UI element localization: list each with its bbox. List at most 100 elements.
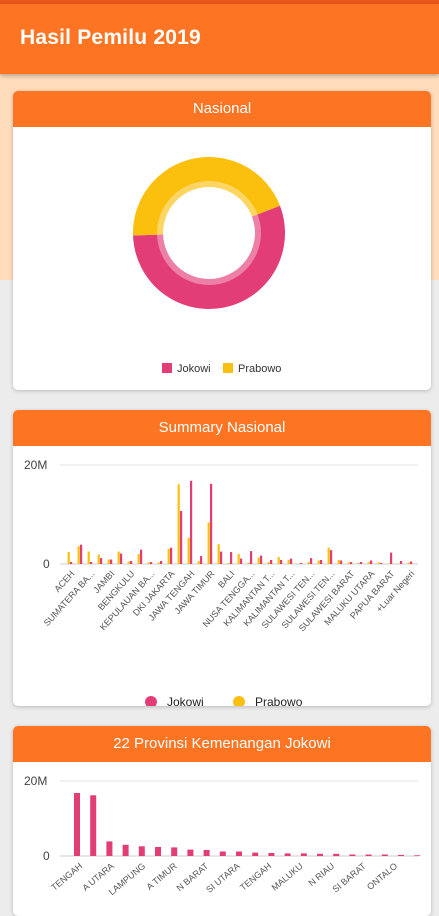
summary-bar-jokowi[interactable]: [230, 552, 233, 564]
summary-bar-jokowi[interactable]: [170, 547, 173, 564]
summary-bar-prabowo[interactable]: [107, 559, 110, 565]
provinsi-bar-jokowi[interactable]: [268, 853, 275, 856]
summary-bar-jokowi[interactable]: [400, 561, 403, 564]
summary-bar-prabowo[interactable]: [167, 548, 170, 564]
summary-bar-prabowo[interactable]: [307, 562, 310, 564]
summary-bar-jokowi[interactable]: [360, 562, 363, 564]
summary-bar-prabowo[interactable]: [67, 552, 70, 564]
summary-bar-jokowi[interactable]: [320, 560, 323, 564]
legend-prabowo-swatch: [223, 363, 233, 373]
provinsi-bar-jokowi[interactable]: [203, 850, 210, 856]
summary-bar-prabowo[interactable]: [147, 562, 150, 565]
summary-bar-prabowo[interactable]: [137, 554, 140, 564]
summary-bar-prabowo[interactable]: [327, 547, 330, 564]
provinsi-bar-jokowi[interactable]: [398, 854, 404, 856]
summary-y-tick-top: 20M: [24, 458, 47, 472]
summary-bar-prabowo[interactable]: [217, 544, 220, 564]
summary-bar-prabowo[interactable]: [127, 561, 130, 565]
summary-bar-jokowi[interactable]: [290, 558, 293, 564]
summary-bar-jokowi[interactable]: [160, 561, 163, 564]
summary-bar-jokowi[interactable]: [410, 561, 413, 565]
summary-legend: Jokowi Prabowo: [145, 695, 303, 706]
summary-bar-prabowo[interactable]: [287, 560, 290, 564]
summary-bar-prabowo[interactable]: [367, 562, 370, 564]
provinsi-bar-jokowi[interactable]: [349, 854, 356, 857]
provinsi-bar-jokowi[interactable]: [365, 854, 372, 857]
summary-bar-jokowi[interactable]: [220, 551, 223, 564]
summary-bar-prabowo[interactable]: [157, 562, 160, 565]
summary-bar-prabowo[interactable]: [257, 557, 260, 564]
provinsi-bar-jokowi[interactable]: [284, 853, 291, 856]
summary-bar-prabowo[interactable]: [207, 522, 210, 564]
provinsi-bar-jokowi[interactable]: [187, 849, 194, 856]
summary-bar-prabowo[interactable]: [117, 551, 120, 564]
provinsi-bar-jokowi[interactable]: [236, 851, 242, 857]
summary-bar-jokowi[interactable]: [280, 560, 283, 564]
provinsi-bar-jokowi[interactable]: [333, 853, 340, 857]
summary-bar-jokowi[interactable]: [190, 480, 193, 564]
summary-card: Summary Nasional 20M 0 ACEH SUMATERA BA..…: [13, 410, 431, 706]
summary-bar-jokowi[interactable]: [150, 562, 153, 564]
provinsi-bar-jokowi[interactable]: [381, 854, 388, 857]
nasional-card-title: Nasional: [13, 91, 431, 127]
summary-bar-jokowi[interactable]: [120, 553, 123, 564]
provinsi-bar-jokowi[interactable]: [90, 795, 97, 856]
summary-bar-jokowi[interactable]: [390, 552, 393, 564]
summary-bar-jokowi[interactable]: [270, 560, 273, 564]
provinsi-bar-jokowi[interactable]: [317, 853, 323, 857]
summary-bar-prabowo[interactable]: [177, 484, 180, 564]
provinsi-bar-jokowi[interactable]: [219, 851, 226, 857]
summary-bar-prabowo[interactable]: [237, 554, 240, 564]
provinsi-bar-jokowi[interactable]: [300, 853, 307, 856]
jokowi-slice[interactable]: [133, 205, 285, 309]
summary-bar-jokowi[interactable]: [90, 562, 93, 564]
summary-bar-jokowi[interactable]: [210, 483, 213, 564]
summary-bar-prabowo[interactable]: [347, 562, 350, 565]
summary-bar-jokowi[interactable]: [200, 556, 203, 564]
provinsi-bar-jokowi[interactable]: [74, 793, 80, 856]
summary-bar-jokowi[interactable]: [140, 549, 143, 564]
summary-bar-jokowi[interactable]: [330, 550, 333, 564]
summary-bar-jokowi[interactable]: [310, 558, 313, 564]
summary-bar-jokowi[interactable]: [100, 558, 103, 564]
summary-bar-prabowo[interactable]: [87, 551, 90, 564]
summary-bar-jokowi[interactable]: [180, 511, 183, 564]
summary-bar-jokowi[interactable]: [380, 563, 383, 564]
summary-bar-jokowi[interactable]: [130, 561, 133, 564]
summary-bar-prabowo[interactable]: [277, 557, 280, 564]
provinsi-bar-jokowi[interactable]: [252, 852, 259, 856]
summary-bar-prabowo[interactable]: [397, 563, 400, 565]
summary-bar-prabowo[interactable]: [247, 562, 250, 565]
summary-bar-prabowo[interactable]: [187, 537, 190, 564]
provinsi-bar-jokowi[interactable]: [106, 841, 113, 856]
summary-bar-jokowi[interactable]: [260, 555, 263, 564]
summary-bar-prabowo[interactable]: [317, 560, 320, 565]
provinsi-bar-jokowi[interactable]: [155, 847, 161, 856]
summary-bar-jokowi[interactable]: [70, 562, 73, 564]
provinsi-x-tick-label: N RIAU: [306, 861, 336, 888]
summary-bar-jokowi[interactable]: [340, 560, 343, 565]
summary-bar-jokowi[interactable]: [370, 560, 373, 565]
summary-bar-prabowo[interactable]: [407, 562, 410, 565]
summary-bar-jokowi[interactable]: [350, 562, 353, 564]
provinsi-bar-jokowi[interactable]: [122, 844, 129, 857]
summary-bar-jokowi[interactable]: [240, 558, 243, 564]
summary-bar-jokowi[interactable]: [110, 559, 113, 565]
summary-bar-jokowi[interactable]: [250, 551, 253, 564]
summary-bar-prabowo[interactable]: [387, 563, 390, 565]
provinsi-bar-jokowi[interactable]: [414, 855, 421, 857]
summary-bar-prabowo[interactable]: [357, 563, 360, 564]
summary-bar-prabowo[interactable]: [337, 560, 340, 564]
summary-bar-prabowo[interactable]: [377, 562, 380, 565]
summary-bar-prabowo[interactable]: [197, 561, 200, 564]
summary-bar-prabowo[interactable]: [297, 563, 300, 565]
summary-bar-jokowi[interactable]: [80, 544, 83, 564]
summary-bar-prabowo[interactable]: [77, 546, 80, 564]
prabowo-slice[interactable]: [133, 157, 280, 236]
summary-bar-prabowo[interactable]: [227, 563, 230, 564]
provinsi-bar-jokowi[interactable]: [171, 847, 178, 856]
provinsi-bar-jokowi[interactable]: [138, 846, 145, 857]
summary-bar-jokowi[interactable]: [300, 563, 303, 564]
summary-bar-prabowo[interactable]: [267, 562, 270, 564]
summary-bar-prabowo[interactable]: [97, 554, 100, 564]
